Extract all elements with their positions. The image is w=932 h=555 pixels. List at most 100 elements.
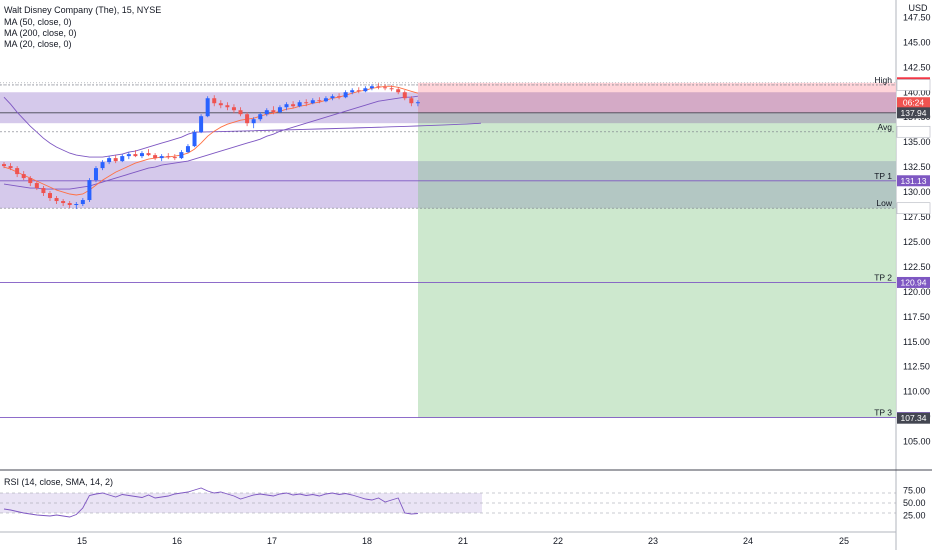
x-tick-label: 16 <box>172 536 182 546</box>
candle-body[interactable] <box>199 116 204 133</box>
candle-body[interactable] <box>258 114 263 120</box>
price-axis-panel[interactable] <box>896 0 932 550</box>
candle-body[interactable] <box>133 154 138 157</box>
candle-body[interactable] <box>264 110 269 115</box>
candle-body[interactable] <box>41 188 46 194</box>
stop-loss-box[interactable] <box>418 82 896 113</box>
candle-body[interactable] <box>415 102 420 104</box>
x-tick-label: 25 <box>839 536 849 546</box>
x-tick-label: 21 <box>458 536 468 546</box>
candle-body[interactable] <box>34 183 39 189</box>
price-tag-box[interactable] <box>897 276 930 288</box>
candle-body[interactable] <box>185 146 190 153</box>
candle-body[interactable] <box>61 201 66 204</box>
candle-body[interactable] <box>87 180 92 201</box>
candle-body[interactable] <box>113 158 118 162</box>
level-label-tp-1: TP 1 <box>874 171 892 181</box>
candle-body[interactable] <box>205 98 210 117</box>
y-tick-label: 120.00 <box>903 287 931 297</box>
price-tag-box[interactable] <box>896 125 931 138</box>
candle-body[interactable] <box>100 162 105 169</box>
candle-body[interactable] <box>54 198 59 202</box>
candle-body[interactable] <box>21 174 26 179</box>
candle-body[interactable] <box>2 164 6 167</box>
candle-body[interactable] <box>389 88 394 90</box>
rsi-title[interactable]: RSI (14, close, SMA, 14, 2) <box>4 477 114 487</box>
price-tag-label: 131.13 <box>901 176 927 186</box>
candle-body[interactable] <box>310 100 315 104</box>
candle-body[interactable] <box>238 110 243 115</box>
candle-body[interactable] <box>291 104 296 107</box>
candle-body[interactable] <box>363 88 368 92</box>
candle-body[interactable] <box>330 96 335 99</box>
price-tag-label: 128.38 <box>901 203 927 213</box>
candle-body[interactable] <box>192 132 197 147</box>
candle-body[interactable] <box>317 100 322 102</box>
candle-body[interactable] <box>323 98 328 102</box>
y-tick-label: 105.00 <box>903 437 931 447</box>
y-tick-label: 147.50 <box>903 12 931 22</box>
study-ma200[interactable]: MA (200, close, 0) <box>4 28 77 38</box>
x-tick-label: 15 <box>77 536 87 546</box>
candle-body[interactable] <box>356 90 361 92</box>
candle-body[interactable] <box>343 92 348 98</box>
x-tick-label: 17 <box>267 536 277 546</box>
candle-body[interactable] <box>139 153 144 157</box>
candle-body[interactable] <box>153 155 158 159</box>
candle-body[interactable] <box>15 168 20 175</box>
rsi-line <box>3 487 418 518</box>
candle-body[interactable] <box>159 156 164 159</box>
candle-body[interactable] <box>402 92 407 99</box>
candle-body[interactable] <box>172 157 177 159</box>
candle-body[interactable] <box>369 86 374 89</box>
candle-body[interactable] <box>383 87 388 89</box>
price-tag-box[interactable] <box>896 202 931 215</box>
candle-body[interactable] <box>80 200 85 205</box>
candle-body[interactable] <box>245 114 250 124</box>
take-profit-box[interactable] <box>418 112 896 418</box>
candle-body[interactable] <box>297 102 302 107</box>
candle-body[interactable] <box>337 96 342 98</box>
level-label-avg: Avg <box>878 122 893 132</box>
price-tag-box[interactable] <box>897 107 930 119</box>
x-tick-label: 24 <box>743 536 753 546</box>
price-tag-box[interactable] <box>896 79 931 91</box>
overlap-zone-upper <box>418 92 896 124</box>
study-ma50[interactable]: MA (50, close, 0) <box>4 17 72 27</box>
candle-body[interactable] <box>28 178 33 184</box>
candle-body[interactable] <box>231 107 236 111</box>
candle-body[interactable] <box>74 204 79 206</box>
study-ma20[interactable]: MA (20, close, 0) <box>4 39 72 49</box>
candle-body[interactable] <box>107 158 112 163</box>
price-tag-box[interactable] <box>897 175 930 187</box>
price-tag-box[interactable] <box>897 412 930 424</box>
candle-body[interactable] <box>67 203 72 206</box>
price-tag-label: 06:24 <box>903 98 925 108</box>
candle-body[interactable] <box>304 102 309 104</box>
candle-body[interactable] <box>120 156 125 162</box>
price-tag-box[interactable] <box>897 97 930 109</box>
candle-body[interactable] <box>251 119 256 124</box>
candle-body[interactable] <box>277 107 282 113</box>
candle-body[interactable] <box>8 166 13 169</box>
candle-body[interactable] <box>225 105 230 108</box>
candle-body[interactable] <box>212 98 217 104</box>
candle-body[interactable] <box>284 104 289 108</box>
candle-body[interactable] <box>47 193 52 199</box>
candle-body[interactable] <box>166 156 171 158</box>
candle-body[interactable] <box>396 89 401 93</box>
y-tick-label: 112.50 <box>903 362 930 372</box>
candle-body[interactable] <box>126 154 131 157</box>
candle-body[interactable] <box>93 168 98 181</box>
candle-body[interactable] <box>271 110 276 113</box>
candle-body[interactable] <box>146 153 151 156</box>
candle-body[interactable] <box>218 103 223 106</box>
candle-body[interactable] <box>179 152 184 159</box>
candle-body[interactable] <box>350 90 355 93</box>
candle-body[interactable] <box>376 86 381 88</box>
candle-body[interactable] <box>409 98 414 104</box>
price-tag-label: 136.04 <box>901 127 927 137</box>
y-tick-label: 122.50 <box>903 262 931 272</box>
